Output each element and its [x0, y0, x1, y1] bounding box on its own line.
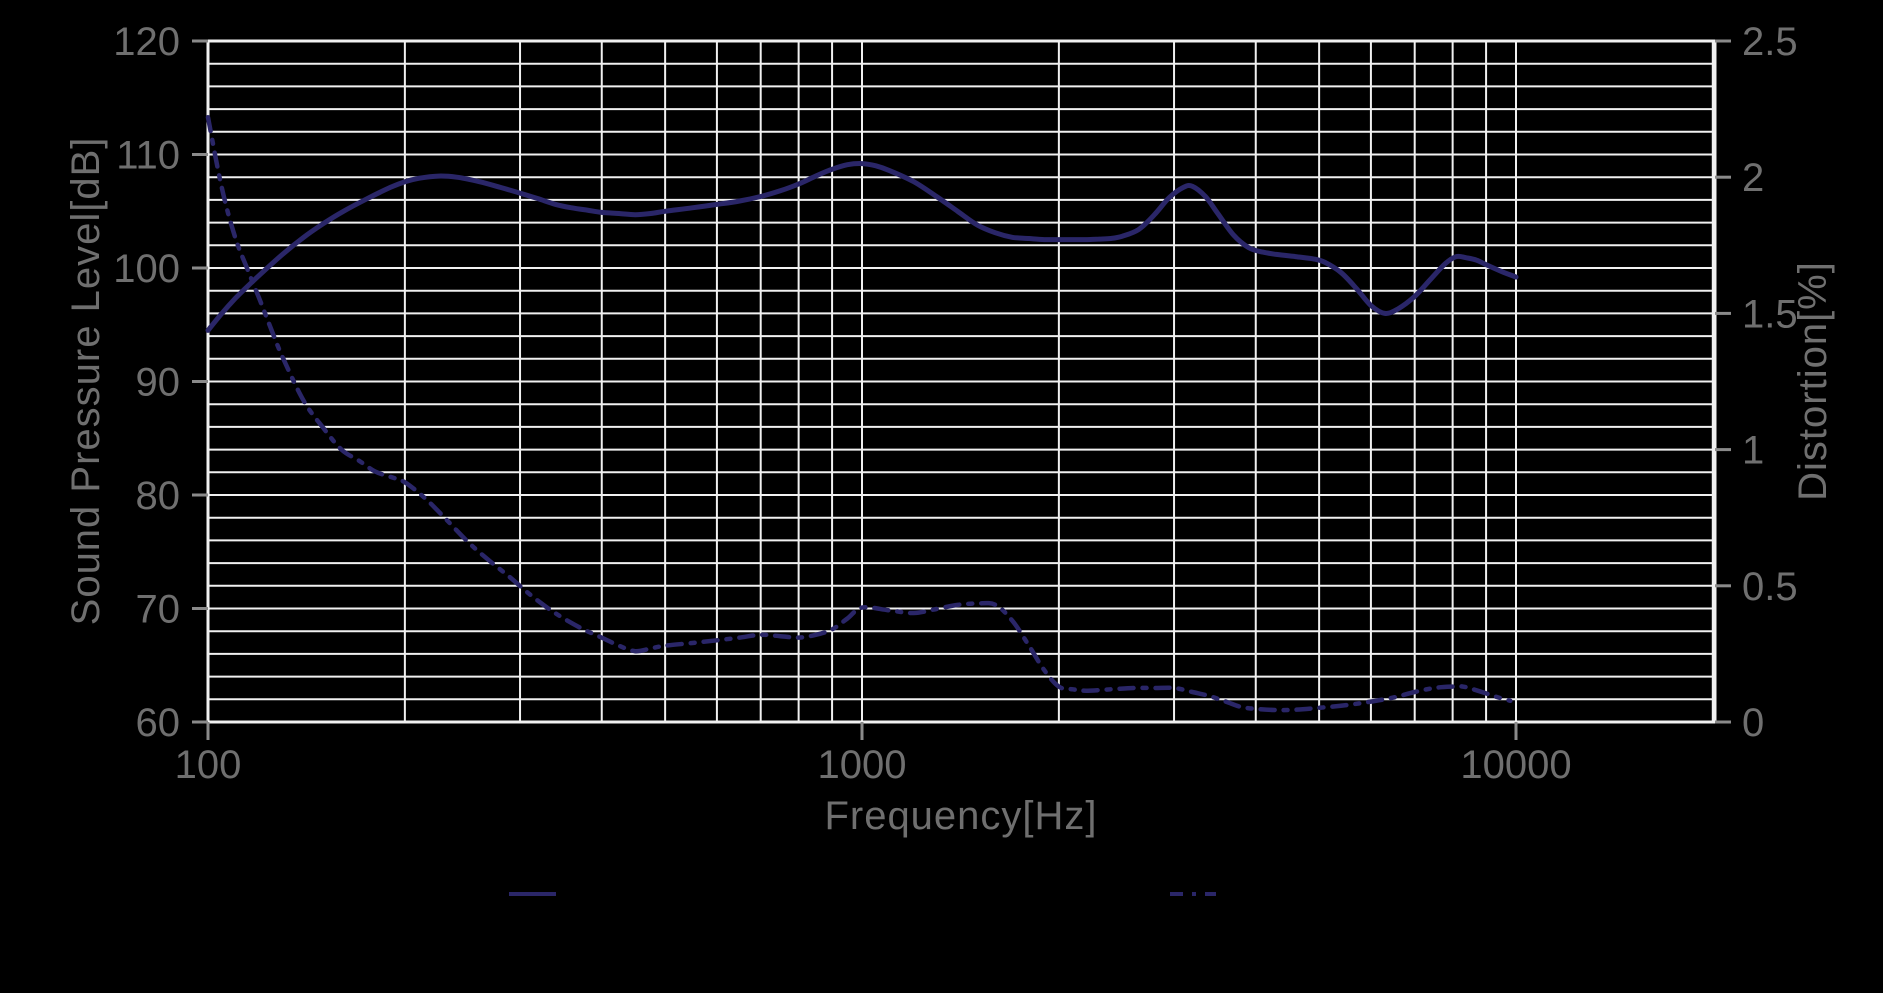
y-left-tick-label: 80 [136, 474, 181, 518]
y-left-tick-label: 90 [136, 361, 181, 405]
y-right-tick-label: 1.5 [1742, 292, 1798, 336]
y-left-axis-title: Sound Pressure Level[dB] [64, 137, 108, 626]
x-axis-title: Frequency[Hz] [824, 794, 1097, 838]
y-right-tick-label: 2.5 [1742, 20, 1798, 64]
y-right-axis-title: Distortion[%] [1791, 261, 1835, 501]
gridlines [207, 40, 1715, 723]
distortion-curve [205, 115, 1513, 713]
x-tick-label: 10000 [1460, 743, 1571, 787]
tick-labels: 120 110 100 90 80 70 60 2.5 2 1.5 1 0.5 0 100 1000 1000… [113, 20, 1797, 787]
y-right-tick-label: 0 [1742, 701, 1764, 745]
x-tick-label: 100 [175, 743, 242, 787]
y-right-tick-label: 1 [1742, 429, 1764, 473]
spl-curve [205, 161, 1519, 333]
y-left-tick-label: 100 [113, 247, 180, 291]
y-left-tick-label: 110 [116, 134, 180, 178]
x-tick-label: 1000 [818, 743, 907, 787]
y-left-tick-label: 70 [136, 588, 181, 632]
curves [205, 115, 1519, 713]
y-left-tick-label: 120 [113, 20, 180, 64]
y-right-tick-label: 0.5 [1742, 565, 1798, 609]
y-right-tick-label: 2 [1742, 156, 1764, 200]
axis-ticks [192, 39, 1731, 740]
y-left-tick-label: 60 [136, 701, 181, 745]
